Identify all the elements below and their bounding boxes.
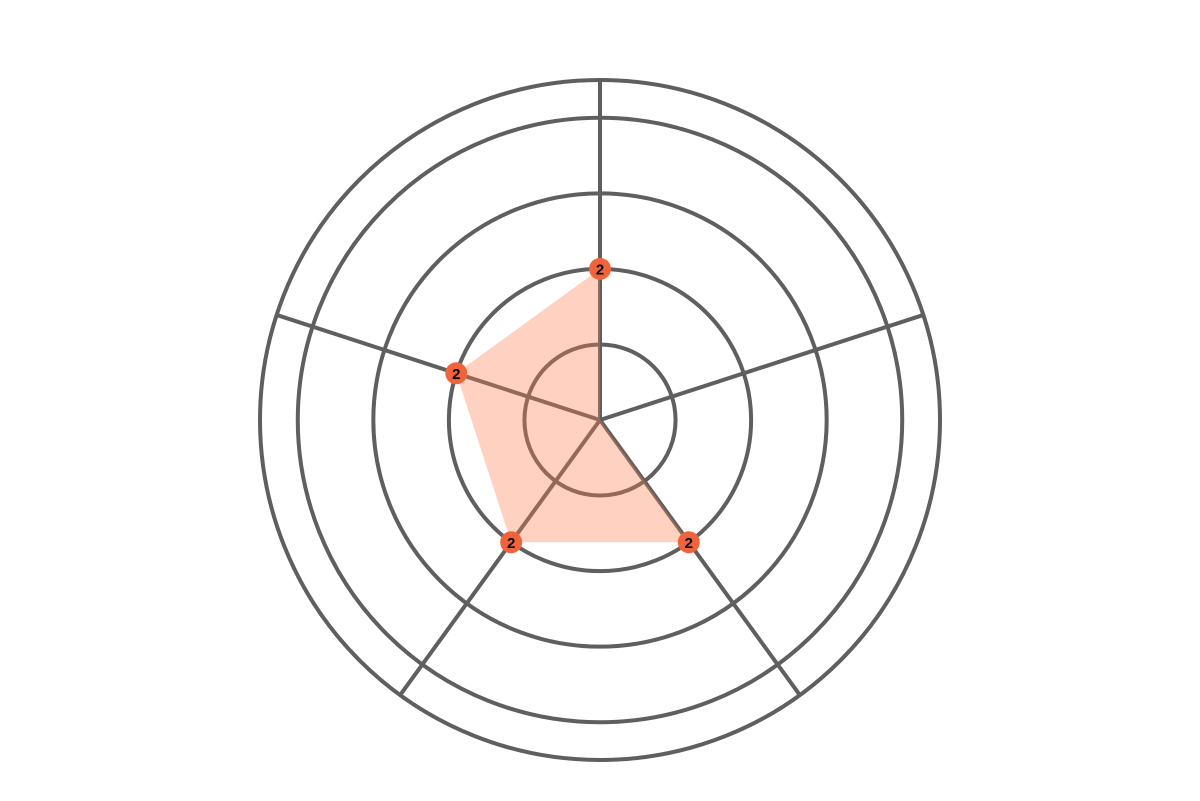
- data-point: [589, 257, 611, 280]
- data-label: 2: [685, 535, 693, 552]
- data-label: 2: [452, 366, 460, 383]
- data-label: 2: [596, 261, 604, 278]
- data-point: [677, 531, 700, 554]
- spoke: [398, 418, 602, 697]
- spoke: [276, 313, 601, 422]
- data-area: [456, 268, 689, 543]
- data-point: [445, 362, 468, 385]
- data-label: 2: [507, 535, 515, 552]
- data-point: [500, 531, 523, 554]
- spoke: [598, 418, 802, 697]
- spoke: [599, 313, 924, 422]
